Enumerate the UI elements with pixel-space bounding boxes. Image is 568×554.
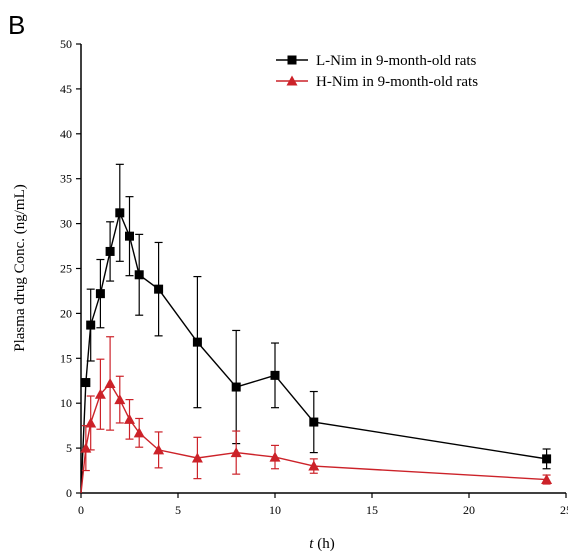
data-point xyxy=(192,337,202,347)
data-point xyxy=(95,289,105,299)
legend-item: L-Nim in 9-month-old rats xyxy=(276,53,477,69)
data-point xyxy=(125,231,134,241)
x-tick-label: 5 xyxy=(175,503,181,517)
series-line xyxy=(80,382,547,494)
legend-label: H-Nim in 9-month-old rats xyxy=(316,74,478,90)
legend-marker xyxy=(286,75,298,86)
data-point xyxy=(133,427,145,438)
data-point xyxy=(191,452,203,463)
legend-marker xyxy=(287,55,297,65)
data-point xyxy=(114,394,126,405)
data-point xyxy=(308,460,320,471)
series-h-nim xyxy=(80,336,553,494)
x-axis-title-var: t xyxy=(309,536,314,552)
data-point xyxy=(104,377,116,388)
series-layer xyxy=(80,163,553,494)
x-tick-label: 10 xyxy=(269,503,281,517)
y-tick-label: 45 xyxy=(60,82,72,96)
data-point xyxy=(542,454,552,464)
panel-label: B xyxy=(8,10,25,40)
x-tick-label: 0 xyxy=(78,503,84,517)
data-point xyxy=(94,388,106,399)
series-l-nim xyxy=(80,163,552,494)
data-point xyxy=(134,270,144,280)
data-point xyxy=(81,378,91,388)
x-tick-label: 25 xyxy=(560,503,568,517)
data-point xyxy=(85,417,97,428)
data-point xyxy=(105,246,115,256)
y-tick-label: 30 xyxy=(60,217,72,231)
data-point xyxy=(115,208,125,218)
data-point xyxy=(80,442,92,453)
x-tick-label: 15 xyxy=(366,503,378,517)
y-tick-label: 15 xyxy=(60,351,72,365)
axes: 0 5 10 15 20 25 30 35 40 45 50 0 5 10 15 20 25 xyxy=(60,37,568,517)
y-tick-label: 50 xyxy=(60,37,72,51)
legend: L-Nim in 9-month-old rats H-Nim in 9-mont… xyxy=(276,53,478,90)
data-point xyxy=(231,382,241,392)
y-tick-label: 20 xyxy=(60,306,72,320)
data-point xyxy=(154,284,164,294)
series-line xyxy=(80,210,547,494)
x-axis-title-unit: (h) xyxy=(313,536,334,552)
y-tick-label: 40 xyxy=(60,127,72,141)
data-point xyxy=(541,474,553,485)
x-axis-title: t (h) xyxy=(309,536,334,552)
y-axis-title: Plasma drug Conc. (ng/mL) xyxy=(12,184,28,351)
y-tick-label: 0 xyxy=(66,486,72,500)
y-tick-label: 25 xyxy=(60,262,72,276)
data-point xyxy=(153,444,165,455)
y-tick-label: 35 xyxy=(60,172,72,186)
data-point xyxy=(270,370,280,380)
y-tick-label: 10 xyxy=(60,396,72,410)
y-tick-label: 5 xyxy=(66,441,72,455)
data-point xyxy=(230,447,242,458)
data-point xyxy=(269,451,281,462)
x-tick-label: 20 xyxy=(463,503,475,517)
data-point xyxy=(309,417,319,427)
data-point xyxy=(86,320,96,330)
data-point xyxy=(124,413,135,424)
legend-item: H-Nim in 9-month-old rats xyxy=(276,74,478,90)
legend-label: L-Nim in 9-month-old rats xyxy=(316,53,477,69)
